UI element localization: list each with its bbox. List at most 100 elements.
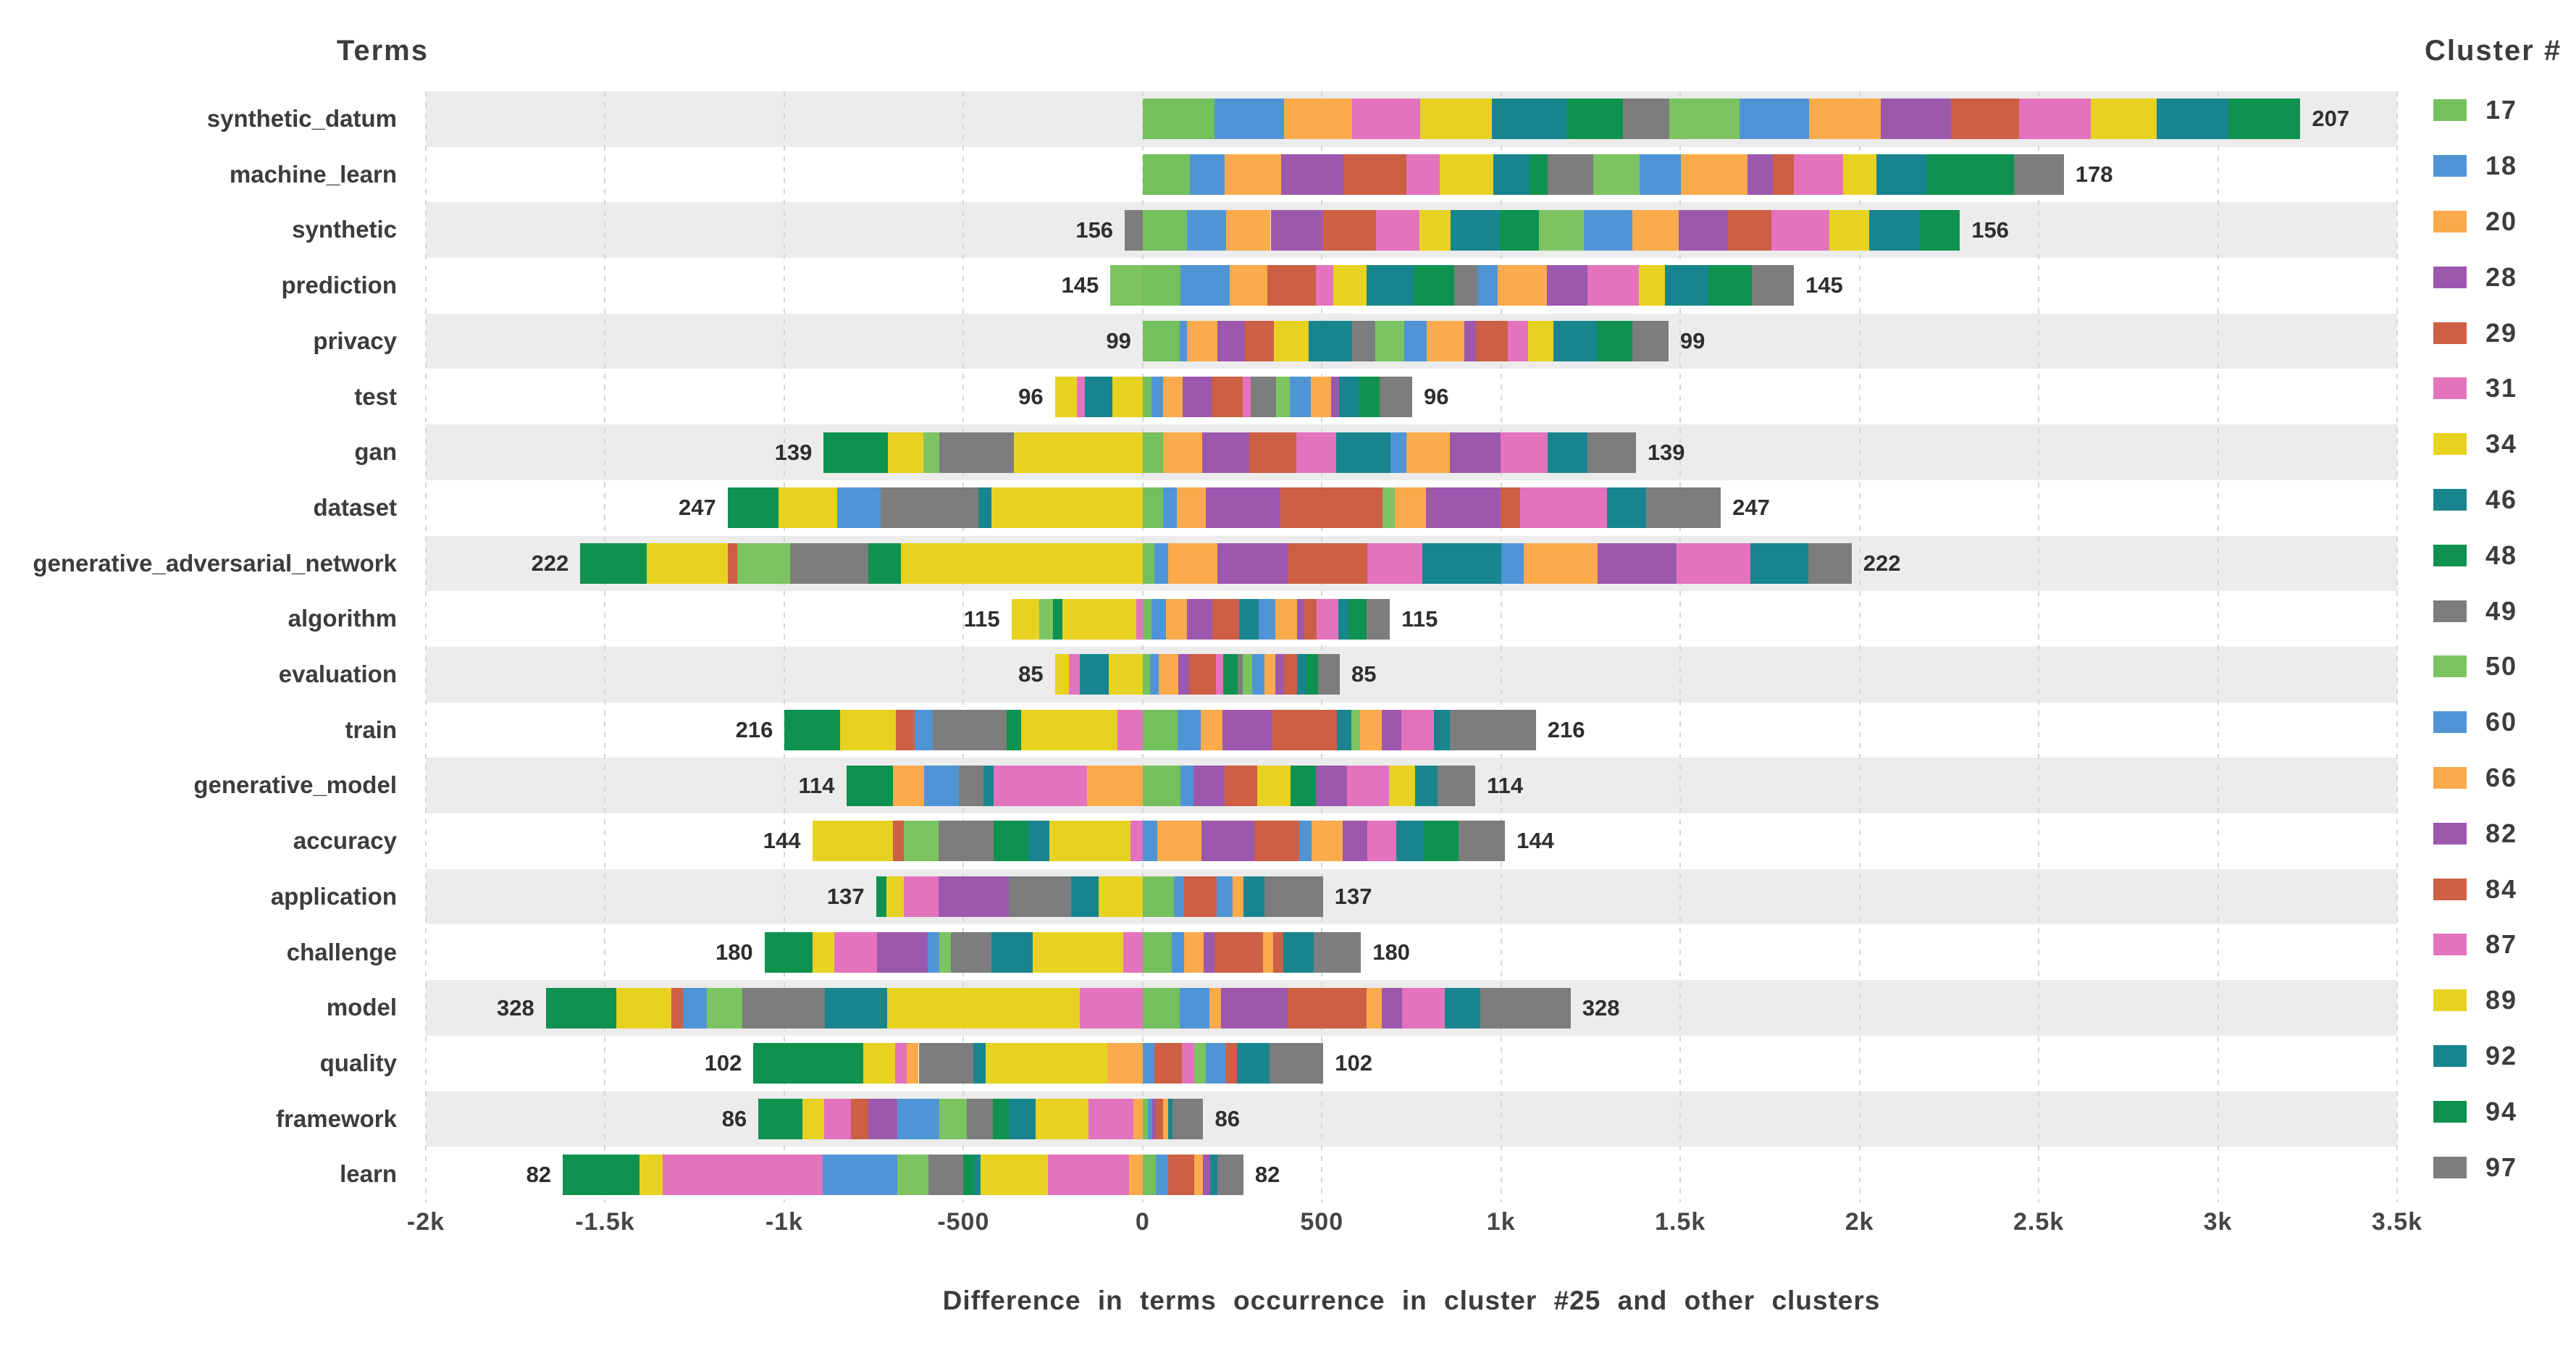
bar-segment-cluster-50 — [1193, 1043, 1206, 1084]
bar-segment-cluster-29 — [1154, 1043, 1183, 1084]
bar-segment-cluster-28 — [1193, 765, 1225, 806]
bar-count-right: 115 — [1401, 606, 1438, 632]
bar-segment-cluster-49 — [742, 987, 825, 1028]
bar-segment-cluster-92 — [1876, 154, 1927, 196]
bar-segment-cluster-46 — [1080, 654, 1109, 695]
legend-swatch — [2433, 433, 2467, 456]
bar-count-right: 96 — [1423, 383, 1449, 409]
term-label: gan — [354, 438, 397, 466]
bar-segment-cluster-20 — [1226, 209, 1271, 251]
legend-item-cluster-28[interactable]: 28 — [2433, 249, 2576, 305]
bar-segment-cluster-60 — [1217, 876, 1233, 918]
bar-segment-cluster-48 — [1053, 598, 1062, 640]
term-label: algorithm — [288, 605, 397, 632]
gridline — [1321, 91, 1323, 1202]
x-tick-label: 1k — [1486, 1208, 1516, 1236]
bar-count-left: 216 — [735, 717, 773, 743]
bar-segment-cluster-48 — [1529, 154, 1548, 196]
bar-segment-cluster-89 — [1829, 209, 1870, 251]
bar-segment-cluster-82 — [1464, 321, 1477, 362]
legend-item-cluster-34[interactable]: 34 — [2433, 416, 2576, 472]
legend-item-cluster-66[interactable]: 66 — [2433, 750, 2576, 806]
bar-segment-cluster-46 — [1492, 99, 1568, 140]
legend-item-cluster-18[interactable]: 18 — [2433, 138, 2576, 194]
legend-label: 18 — [2485, 151, 2518, 181]
bar-segment-cluster-31 — [1406, 154, 1440, 196]
legend-item-cluster-31[interactable]: 31 — [2433, 361, 2576, 416]
bar-segment-cluster-89 — [1843, 154, 1877, 196]
legend-label: 50 — [2485, 651, 2518, 682]
bar-segment-cluster-97 — [1172, 1098, 1204, 1139]
bar-segment-cluster-97 — [1587, 432, 1636, 473]
bar-segment-cluster-34 — [1062, 598, 1136, 640]
bar-segment-cluster-31 — [1123, 931, 1143, 973]
bar-segment-cluster-94 — [563, 1154, 639, 1195]
bar-segment-cluster-49 — [928, 1154, 964, 1195]
x-axis-title: Difference in terms occurrence in cluste… — [942, 1286, 1881, 1315]
bar-segment-cluster-84 — [1950, 99, 2019, 140]
bar-segment-cluster-92 — [1243, 876, 1264, 918]
bar-segment-cluster-97 — [1632, 321, 1669, 362]
bar-segment-cluster-34 — [900, 542, 1143, 584]
legend-label: 20 — [2485, 206, 2518, 236]
x-tick-label: 3k — [2203, 1208, 2233, 1236]
bar-segment-cluster-28 — [1222, 710, 1272, 751]
legend-item-cluster-82[interactable]: 82 — [2433, 805, 2576, 861]
bar-segment-cluster-66 — [1311, 376, 1331, 417]
x-tick-label: -1k — [765, 1208, 803, 1236]
x-tick-label: -1.5k — [575, 1208, 635, 1236]
legend-item-cluster-29[interactable]: 29 — [2433, 305, 2576, 361]
bar-segment-cluster-87 — [1771, 209, 1829, 251]
legend-item-cluster-20[interactable]: 20 — [2433, 194, 2576, 250]
bar-segment-cluster-94 — [876, 876, 886, 918]
bar-segment-cluster-87 — [1520, 487, 1607, 529]
legend-item-cluster-87[interactable]: 87 — [2433, 917, 2576, 973]
bar-segment-cluster-92 — [2157, 99, 2229, 140]
bar-segment-cluster-20 — [1107, 1043, 1143, 1084]
legend-item-cluster-46[interactable]: 46 — [2433, 472, 2576, 528]
bar-count-left: 144 — [763, 828, 801, 854]
bar-segment-cluster-60 — [1639, 154, 1682, 196]
legend-label: 28 — [2485, 261, 2518, 292]
legend-label: 89 — [2485, 985, 2518, 1015]
bar-segment-cluster-46 — [1422, 542, 1501, 584]
bar-count-right: 99 — [1679, 328, 1706, 354]
legend-item-cluster-84[interactable]: 84 — [2433, 861, 2576, 917]
bar-segment-cluster-92 — [1296, 654, 1306, 695]
bar-segment-cluster-66 — [1312, 821, 1343, 862]
bar-segment-cluster-82 — [877, 931, 928, 973]
bar-segment-cluster-97 — [1264, 876, 1323, 918]
gridline — [1500, 91, 1502, 1202]
legend-item-cluster-49[interactable]: 49 — [2433, 583, 2576, 639]
legend-item-cluster-50[interactable]: 50 — [2433, 639, 2576, 695]
bar-segment-cluster-89 — [812, 931, 834, 973]
bar-segment-cluster-17 — [1142, 710, 1178, 751]
bar-segment-cluster-18 — [1156, 1154, 1168, 1195]
bar-segment-cluster-28 — [1281, 154, 1344, 196]
bar-segment-cluster-17 — [1142, 209, 1188, 251]
bar-segment-cluster-84 — [1728, 209, 1771, 251]
bar-segment-cluster-20 — [1162, 376, 1183, 417]
legend-item-cluster-89[interactable]: 89 — [2433, 973, 2576, 1028]
legend-item-cluster-94[interactable]: 94 — [2433, 1084, 2576, 1139]
bar-segment-cluster-82 — [1881, 99, 1951, 140]
term-label: application — [270, 882, 397, 910]
bar-segment-cluster-89 — [639, 1154, 663, 1195]
legend-item-cluster-97[interactable]: 97 — [2433, 1139, 2576, 1195]
legend-item-cluster-17[interactable]: 17 — [2433, 83, 2576, 138]
bar-segment-cluster-48 — [992, 1098, 1010, 1139]
bar-segment-cluster-50 — [1275, 376, 1291, 417]
bar-segment-cluster-92 — [1338, 376, 1359, 417]
bar-segment-cluster-34 — [1420, 99, 1493, 140]
bar-segment-cluster-28 — [1202, 432, 1250, 473]
bar-segment-cluster-60 — [923, 765, 959, 806]
bar-segment-cluster-60 — [683, 987, 707, 1028]
legend-item-cluster-48[interactable]: 48 — [2433, 527, 2576, 583]
bar-segment-cluster-50 — [939, 931, 952, 973]
legend-label: 66 — [2485, 762, 2518, 792]
bar-count-left: 145 — [1061, 272, 1099, 298]
bar-segment-cluster-66 — [892, 765, 924, 806]
legend-item-cluster-60[interactable]: 60 — [2433, 695, 2576, 750]
legend-item-cluster-92[interactable]: 92 — [2433, 1028, 2576, 1084]
